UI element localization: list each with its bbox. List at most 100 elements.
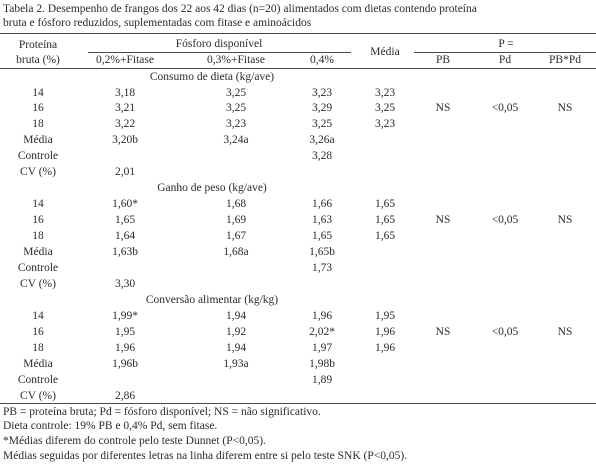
row-label: 18 [32,342,44,354]
table-cell: 1,96b [112,358,138,370]
table-cell: 3,25 [374,102,396,114]
table-cell: 1,94 [225,310,247,322]
header-col-03-fitase: 0,3%+Fitase [207,54,265,66]
row-label: CV (%) [20,166,56,178]
table-cell: 1,73 [311,262,333,274]
table-cell: 1,67 [225,230,247,242]
row-label: 16 [32,214,44,226]
table-cell: 1,95 [374,310,396,322]
table-cell: 1,89 [311,374,333,386]
table-cell: 1,65 [311,230,333,242]
p-underline [414,52,596,53]
table-cell: 3,18 [114,87,136,99]
p-value-pbpd: NS [557,326,573,338]
table-cell: 1,65b [309,246,335,258]
footnote: Dieta controle: 19% PB e 0,4% Pd, sem fi… [3,420,218,432]
table-cell: 1,68 [225,198,247,210]
p-value-pbpd: NS [557,102,573,114]
row-label: 14 [32,87,44,99]
table-cell: 1,65 [374,198,396,210]
table-cell: 1,96 [374,326,396,338]
table-cell: 3,25 [225,87,247,99]
p-value-pb: NS [435,326,451,338]
header-bottom-rule [0,68,596,69]
table-cell: 1,96 [374,342,396,354]
header-pd: Pd [498,54,512,66]
table-cell: 3,23 [374,118,396,130]
table-cell: 1,96 [311,310,333,322]
p-value-pd: <0,05 [491,214,519,226]
table-cell: 1,60* [112,198,138,210]
table-cell: 1,68a [223,246,249,258]
row-label: Controle [17,374,59,386]
p-value-pd: <0,05 [491,326,519,338]
row-label: Média [23,134,53,146]
header-protein-line2: bruta (%) [16,54,60,66]
table-cell: 3,21 [114,102,136,114]
bottom-rule [0,403,596,404]
table-cell: 1,65 [374,230,396,242]
table-cell: 1,93a [223,358,249,370]
table-cell: 3,28 [311,150,333,162]
header-media: Média [370,46,400,58]
row-label: CV (%) [20,278,56,290]
table-cell: 1,63b [112,246,138,258]
footnote: PB = proteína bruta; Pd = fósforo dispon… [3,406,321,418]
table-cell: 3,26a [309,134,335,146]
table-cell: 3,22 [114,118,136,130]
table-cell: 1,99* [112,310,138,322]
row-label: Média [23,246,53,258]
section-title: Consumo de dieta (kg/ave) [149,71,275,83]
table-cell: 1,69 [225,214,247,226]
section-title: Ganho de peso (kg/ave) [157,182,267,194]
table-cell: 1,64 [114,230,136,242]
table-cell: 3,23 [311,87,333,99]
row-label: 14 [32,198,44,210]
fosforo-underline [88,52,351,53]
table-cell: 1,94 [225,342,247,354]
table-cell: 1,96 [114,342,136,354]
row-label: Controle [17,262,59,274]
table-cell: 1,65 [114,214,136,226]
p-value-pbpd: NS [557,214,573,226]
table-cell: 1,92 [225,326,247,338]
table-cell: 2,02* [309,326,335,338]
header-col-04: 0,4% [310,54,334,66]
table-cell: 2,86 [114,390,136,402]
table-cell: 3,20b [112,134,138,146]
row-label: 16 [32,102,44,114]
table-cell: 1,95 [114,326,136,338]
header-pb: PB [435,54,451,66]
p-value-pd: <0,05 [491,102,519,114]
top-rule [0,33,596,34]
table-cell: 1,97 [311,342,333,354]
table-cell: 3,29 [311,102,333,114]
table-caption-line-1: Tabela 2. Desempenho de frangos dos 22 a… [3,3,477,15]
table-cell: 1,98b [309,358,335,370]
table-cell: 2,01 [114,166,136,178]
header-fosforo: Fósforo disponível [175,38,263,50]
footnote: *Médias diferem do controle pelo teste D… [3,435,266,447]
table-cell: 1,66 [311,198,333,210]
row-label: 18 [32,230,44,242]
row-label: 16 [32,326,44,338]
table-cell: 3,23 [225,118,247,130]
table-cell: 3,24a [223,134,249,146]
table-caption-line-2: bruta e fósforo reduzidos, suplementadas… [3,17,312,29]
header-protein-line1: Proteína [18,39,58,51]
p-value-pb: NS [435,214,451,226]
header-col-02-fitase: 0,2%+Fitase [96,54,154,66]
row-label: CV (%) [20,390,56,402]
table-cell: 1,65 [374,214,396,226]
section-title: Conversão alimentar (kg/kg) [145,294,279,306]
p-value-pb: NS [435,102,451,114]
table-cell: 3,30 [114,278,136,290]
row-label: Média [23,358,53,370]
row-label: Controle [17,150,59,162]
footnote: Médias seguidas por diferentes letras na… [3,450,408,462]
table-cell: 3,25 [225,102,247,114]
row-label: 14 [32,310,44,322]
table-cell: 1,63 [311,214,333,226]
row-label: 18 [32,118,44,130]
header-p-equals: P = [498,38,514,50]
